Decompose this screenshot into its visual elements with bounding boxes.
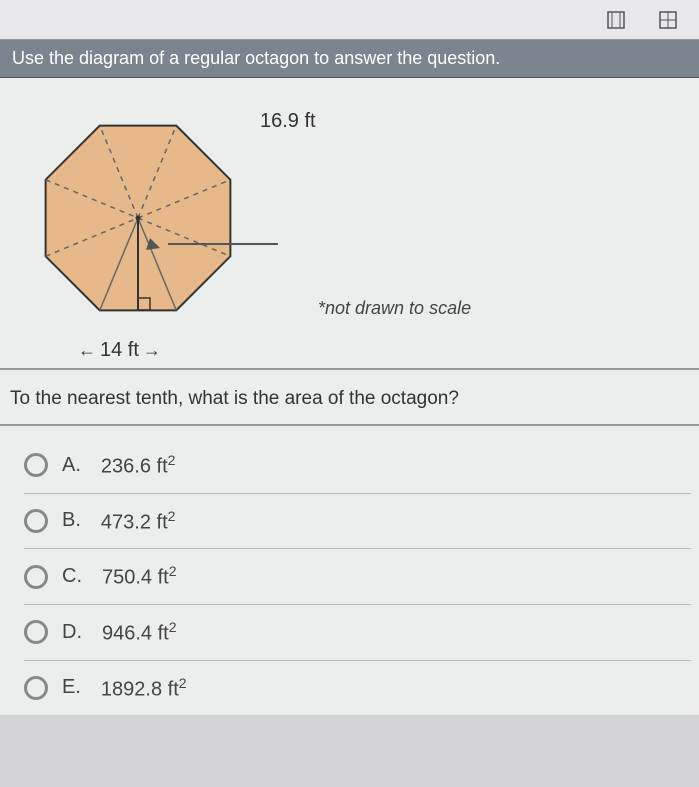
radio-icon[interactable] [24,565,48,589]
tool-icon-1[interactable] [605,9,627,31]
octagon-diagram: ← 14 ft → [18,98,268,358]
arrow-right-icon: → [143,340,161,361]
option-value: 473.2 ft2 [101,508,176,535]
option-value: 750.4 ft2 [102,563,177,590]
option-value: 236.6 ft2 [101,452,176,479]
radio-icon[interactable] [24,453,48,477]
option-e[interactable]: E. 1892.8 ft2 [24,661,691,716]
option-letter: A. [62,454,81,477]
content-area: ← 14 ft → 16.9 ft *not drawn to scale To… [0,78,699,715]
answer-options: A. 236.6 ft2 B. 473.2 ft2 C. 750.4 ft2 D… [0,426,699,715]
option-value: 946.4 ft2 [102,619,177,646]
apothem-leader-line [168,243,278,245]
option-letter: E. [62,676,81,699]
octagon-svg [18,98,268,348]
radio-icon[interactable] [24,620,48,644]
question-header: Use the diagram of a regular octagon to … [0,40,699,78]
radio-icon[interactable] [24,676,48,700]
diagram-row: ← 14 ft → 16.9 ft *not drawn to scale [0,78,699,370]
question-prompt: To the nearest tenth, what is the area o… [0,370,699,426]
arrow-left-icon: ← [78,340,96,361]
option-letter: C. [62,565,82,588]
question-header-text: Use the diagram of a regular octagon to … [12,48,500,68]
option-a[interactable]: A. 236.6 ft2 [24,438,691,494]
option-b[interactable]: B. 473.2 ft2 [24,494,691,550]
radio-icon[interactable] [24,509,48,533]
side-length-value: 14 ft [100,339,139,362]
apothem-label: 16.9 ft [260,110,316,133]
option-d[interactable]: D. 946.4 ft2 [24,605,691,661]
scale-note: *not drawn to scale [318,298,471,319]
option-value: 1892.8 ft2 [101,675,187,702]
side-length-label: ← 14 ft → [78,339,161,362]
tool-icon-2[interactable] [657,9,679,31]
option-letter: D. [62,621,82,644]
option-letter: B. [62,509,81,532]
top-toolbar [0,0,699,40]
option-c[interactable]: C. 750.4 ft2 [24,549,691,605]
